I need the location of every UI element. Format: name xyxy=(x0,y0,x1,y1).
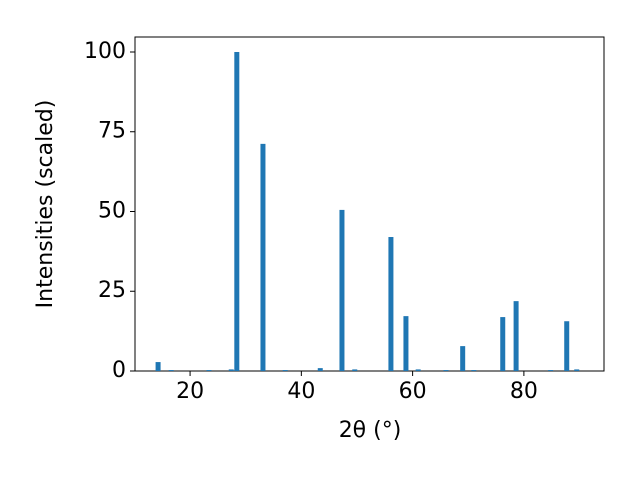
x-tick-label: 20 xyxy=(176,379,204,404)
bar xyxy=(228,369,234,371)
bar xyxy=(460,346,466,371)
bar xyxy=(548,370,554,371)
bar xyxy=(168,370,174,371)
bar xyxy=(352,369,358,371)
x-tick-label: 60 xyxy=(399,379,427,404)
y-tick-label: 75 xyxy=(98,119,126,144)
bar xyxy=(260,143,266,371)
bar xyxy=(206,370,212,371)
y-tick-label: 50 xyxy=(98,198,126,223)
plot-frame xyxy=(134,36,605,372)
bar xyxy=(403,316,409,371)
x-tick-label: 40 xyxy=(287,379,315,404)
bar xyxy=(564,321,570,371)
bar xyxy=(415,369,421,371)
y-tick-label: 0 xyxy=(112,358,126,383)
bar xyxy=(388,237,394,371)
y-axis-label: Intensities (scaled) xyxy=(33,100,58,309)
bar xyxy=(471,370,477,371)
bar xyxy=(282,370,288,371)
bar xyxy=(317,368,323,371)
bar xyxy=(500,317,506,371)
y-tick-label: 100 xyxy=(84,39,126,64)
x-axis-label: 2θ (°) xyxy=(339,418,402,443)
bar xyxy=(234,51,240,371)
bar xyxy=(443,370,449,371)
bar xyxy=(513,301,519,371)
y-tick-label: 25 xyxy=(98,278,126,303)
bar xyxy=(339,209,345,371)
x-tick-label: 80 xyxy=(510,379,538,404)
bar xyxy=(155,362,161,371)
bar xyxy=(574,369,580,371)
